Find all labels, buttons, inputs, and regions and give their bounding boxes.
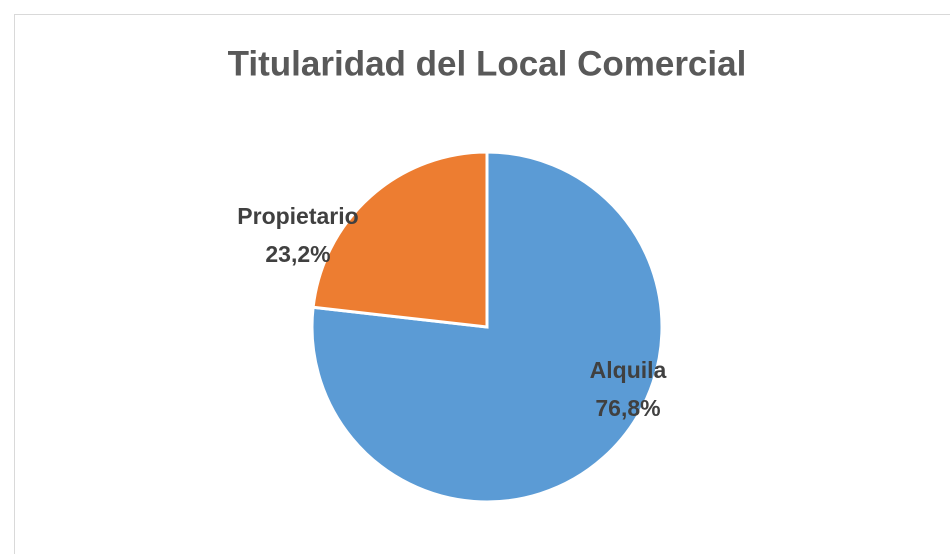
chart-title: Titularidad del Local Comercial (228, 44, 747, 83)
slice-category-label: Alquila (590, 357, 667, 383)
slice-category-label: Propietario (237, 203, 358, 229)
pie-slice (311, 150, 489, 329)
slice-value-label: 76,8% (595, 395, 660, 421)
slice-value-label: 23,2% (265, 241, 330, 267)
